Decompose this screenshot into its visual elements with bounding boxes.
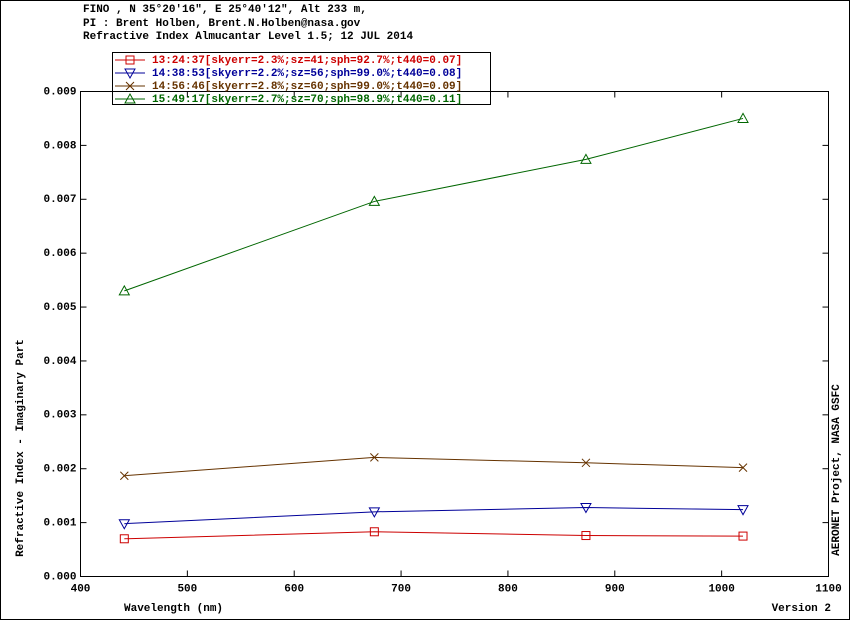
marker [119,534,129,544]
title-line: Refractive Index Almucantar Level 1.5; 1… [83,31,413,43]
legend-marker [124,92,136,104]
title-line: FINO , N 35°20'16", E 25°40'12", Alt 233… [83,4,367,16]
y-tick-label: 0.003 [43,410,76,422]
marker [581,531,591,541]
x-tick-label: 600 [284,583,304,595]
marker [737,505,749,516]
y-tick-label: 0.009 [43,86,76,98]
x-tick-label: 1000 [708,583,734,595]
marker [368,507,381,518]
marker [738,531,748,541]
marker [580,153,592,164]
legend-label: 13:24:37[skyerr=2.3%;sz=41;sph=92.7%;t44… [152,55,462,67]
legend-label: 15:49:17[skyerr=2.7%;sz=70;sph=98.9%;t44… [152,94,462,106]
legend-label: 14:56:46[skyerr=2.8%;sz=60;sph=99.0%;t44… [152,81,462,93]
legend-marker [124,68,136,80]
x-tick-label: 700 [391,583,411,595]
x-axis-label: Wavelength (nm) [124,603,223,615]
title-line: PI : Brent Holben, Brent.N.Holben@nasa.g… [83,18,361,30]
y-tick-label: 0.008 [43,140,76,152]
marker [581,458,591,468]
legend-marker [125,55,135,65]
marker [369,527,379,537]
marker [118,284,131,296]
series-line [124,531,744,540]
x-tick-label: 400 [71,583,91,595]
y-axis-label: Refractive Index - Imaginary Part [15,339,27,557]
x-tick-label: 900 [605,583,625,595]
right-label: AERONET Project, NASA GSFC [831,384,843,556]
legend-label: 14:38:53[skyerr=2.2%;sz=56;sph=99.0%;t44… [152,68,462,80]
plot-area [80,91,829,577]
series-line [124,117,744,292]
marker [119,471,129,481]
marker [737,112,749,123]
y-tick-label: 0.001 [43,518,76,530]
marker [738,463,748,472]
marker [368,195,381,206]
y-tick-label: 0.000 [43,571,76,583]
x-tick-label: 500 [177,583,197,595]
series-line [124,507,744,525]
y-tick-label: 0.006 [43,248,76,260]
y-tick-label: 0.002 [43,464,76,476]
x-tick-label: 800 [498,583,518,595]
series-line [124,456,744,477]
x-tick-label: 1100 [815,583,841,595]
marker [580,503,592,514]
legend [112,52,491,105]
y-tick-label: 0.007 [43,194,76,206]
y-tick-label: 0.004 [43,356,76,368]
marker [118,519,131,530]
y-tick-label: 0.005 [43,302,76,314]
marker [370,453,379,462]
legend-marker [125,81,135,91]
version-label: Version 2 [772,603,831,615]
